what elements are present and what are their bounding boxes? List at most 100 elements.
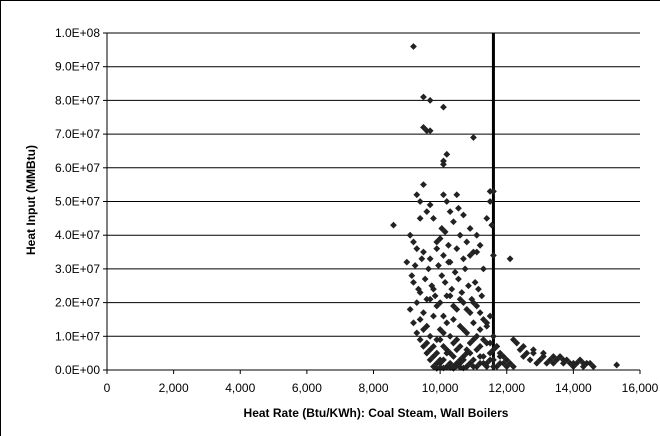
data-point (478, 292, 485, 299)
data-point (417, 215, 424, 222)
data-point (470, 134, 477, 141)
data-point (417, 316, 424, 323)
data-point (427, 97, 434, 104)
data-point (433, 245, 440, 252)
data-point (477, 326, 484, 333)
data-point (443, 319, 450, 326)
data-point (448, 286, 455, 293)
data-point (422, 276, 429, 283)
data-point (423, 208, 430, 215)
data-point (425, 266, 432, 273)
data-point (445, 242, 452, 249)
x-tick-label: 0 (104, 381, 111, 395)
data-point (435, 262, 442, 269)
data-point (410, 319, 417, 326)
data-point (457, 232, 464, 239)
data-point (447, 333, 454, 340)
x-tick-label: 12,000 (488, 381, 525, 395)
data-point (458, 289, 465, 296)
data-point (403, 259, 410, 266)
data-point (480, 266, 487, 273)
x-tick-labels: 0 2,000 4,000 6,000 8,000 10,000 12,000 14,000 1… (104, 381, 659, 395)
data-point (427, 255, 434, 262)
data-point (413, 245, 420, 252)
x-tick-label: 16,000 (622, 381, 659, 395)
y-tick-label: 1.0E+08 (55, 26, 100, 40)
data-point (418, 255, 425, 262)
data-point (417, 198, 424, 205)
data-point (413, 191, 420, 198)
data-points (390, 43, 620, 372)
data-point (417, 336, 424, 343)
data-point (467, 225, 474, 232)
data-point (470, 319, 477, 326)
data-point (490, 333, 497, 340)
data-point (427, 201, 434, 208)
data-point (453, 245, 460, 252)
data-point (455, 276, 462, 283)
y-tick-label: 9.0E+07 (55, 60, 100, 74)
x-tick-label: 4,000 (225, 381, 255, 395)
data-point (473, 232, 480, 239)
y-axis-title: Heat Input (MMBtu) (24, 145, 38, 255)
data-point (460, 212, 467, 219)
y-tick-label: 7.0E+07 (55, 127, 100, 141)
data-point (432, 292, 439, 299)
data-point (410, 239, 417, 246)
y-tick-label: 4.0E+07 (55, 228, 100, 242)
data-point (440, 191, 447, 198)
data-point (408, 272, 415, 279)
axes (103, 33, 640, 374)
data-point (527, 356, 534, 363)
data-point (507, 255, 514, 262)
data-point (407, 306, 414, 313)
data-point (450, 218, 457, 225)
data-point (465, 282, 472, 289)
data-point (490, 252, 497, 259)
data-point (450, 316, 457, 323)
data-point (410, 279, 417, 286)
data-point (420, 94, 427, 101)
data-point (453, 191, 460, 198)
data-point (443, 198, 450, 205)
data-point (440, 313, 447, 320)
data-point (438, 272, 445, 279)
y-tick-label: 5.0E+07 (55, 195, 100, 209)
data-point (483, 215, 490, 222)
x-tick-label: 6,000 (292, 381, 322, 395)
data-point (390, 222, 397, 229)
data-point (442, 279, 449, 286)
y-tick-label: 2.0E+07 (55, 296, 100, 310)
data-point (477, 242, 484, 249)
data-point (477, 309, 484, 316)
data-point (443, 151, 450, 158)
data-point (455, 205, 462, 212)
data-point (460, 255, 467, 262)
data-point (463, 239, 470, 246)
y-tick-label: 8.0E+07 (55, 93, 100, 107)
x-tick-label: 8,000 (358, 381, 388, 395)
gridlines (107, 33, 640, 336)
data-point (462, 266, 469, 273)
data-point (410, 43, 417, 50)
data-point (407, 232, 414, 239)
x-tick-label: 14,000 (555, 381, 592, 395)
data-point (413, 299, 420, 306)
data-point (613, 362, 620, 369)
data-point (452, 269, 459, 276)
data-point (420, 181, 427, 188)
data-point (430, 313, 437, 320)
y-tick-label: 6.0E+07 (55, 161, 100, 175)
y-tick-label: 1.0E+07 (55, 329, 100, 343)
y-tick-label: 0.0E+00 (55, 363, 100, 377)
x-tick-label: 2,000 (159, 381, 189, 395)
data-point (420, 249, 427, 256)
data-point (413, 330, 420, 337)
data-point (427, 333, 434, 340)
data-point (412, 262, 419, 269)
data-point (430, 215, 437, 222)
data-point (440, 252, 447, 259)
data-point (475, 286, 482, 293)
y-tick-labels: 0.0E+00 1.0E+07 2.0E+07 3.0E+07 4.0E+07 5.0E+… (55, 26, 100, 377)
